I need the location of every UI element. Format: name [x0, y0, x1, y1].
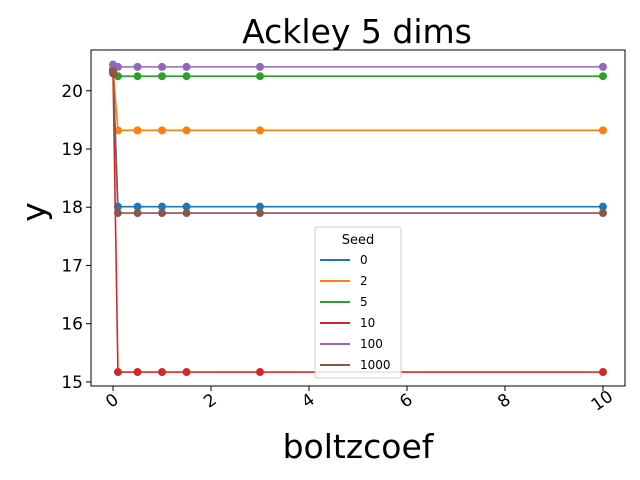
- chart-title: Ackley 5 dims: [242, 12, 472, 51]
- legend-entry-label: 10: [360, 316, 375, 330]
- y-axis-label: y: [14, 202, 53, 222]
- data-point: [113, 209, 122, 218]
- data-point: [256, 368, 265, 377]
- data-point: [158, 368, 167, 377]
- data-point: [598, 62, 607, 71]
- series-1000: [109, 67, 607, 218]
- data-point: [256, 62, 265, 71]
- legend-entry-label: 0: [360, 253, 368, 267]
- data-point: [133, 62, 142, 71]
- legend-title: Seed: [342, 233, 375, 248]
- legend-entry-label: 1000: [360, 358, 391, 372]
- y-tick-label: 15: [61, 373, 83, 393]
- y-tick-label: 20: [61, 82, 83, 102]
- data-point: [158, 72, 167, 81]
- data-point: [158, 126, 167, 135]
- legend-entry-label: 5: [360, 295, 368, 309]
- legend: Seed 0 2 5 10 100 1000: [314, 226, 402, 379]
- data-point: [256, 126, 265, 135]
- x-tick-label: 8: [494, 390, 514, 413]
- data-point: [109, 67, 118, 76]
- x-axis-label: boltzcoef: [283, 427, 435, 466]
- data-point: [598, 126, 607, 135]
- legend-entry-label: 100: [360, 337, 383, 351]
- legend-box: [314, 226, 402, 379]
- data-point: [598, 72, 607, 81]
- data-point: [182, 72, 191, 81]
- data-point: [133, 72, 142, 81]
- data-point: [113, 368, 122, 377]
- data-point: [133, 126, 142, 135]
- series-100: [109, 60, 607, 71]
- data-point: [256, 202, 265, 211]
- data-point: [133, 209, 142, 218]
- plot-frame: [90, 49, 626, 387]
- y-tick-label: 19: [61, 140, 83, 160]
- y-tick-label: 17: [61, 256, 83, 276]
- data-point: [256, 72, 265, 81]
- y-tick-label: 18: [61, 198, 83, 218]
- series-layer: [109, 60, 607, 377]
- data-point: [598, 209, 607, 218]
- y-tick-label: 16: [61, 315, 83, 335]
- legend-entries: 0 2 5 10 100 1000: [320, 253, 391, 372]
- x-tick-label: 2: [200, 390, 220, 413]
- data-point: [182, 202, 191, 211]
- data-point: [158, 202, 167, 211]
- data-point: [133, 202, 142, 211]
- data-point: [158, 62, 167, 71]
- data-point: [133, 368, 142, 377]
- legend-entry-label: 2: [360, 274, 368, 288]
- x-tick-label: 6: [396, 390, 416, 413]
- data-point: [182, 209, 191, 218]
- x-tick-label: 4: [298, 390, 318, 413]
- x-tick-label: 10: [588, 387, 617, 416]
- series-10: [109, 69, 607, 377]
- x-tick-label: 0: [102, 390, 122, 413]
- data-point: [598, 202, 607, 211]
- data-point: [158, 209, 167, 218]
- data-point: [182, 368, 191, 377]
- data-point: [256, 209, 265, 218]
- data-point: [182, 126, 191, 135]
- data-point: [598, 368, 607, 377]
- data-point: [182, 62, 191, 71]
